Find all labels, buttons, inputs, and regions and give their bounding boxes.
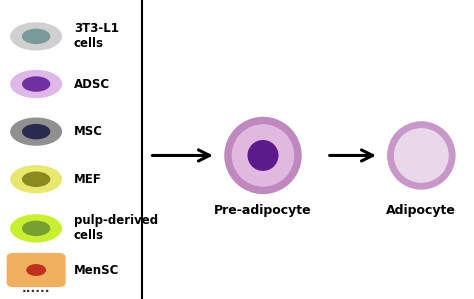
Ellipse shape [22, 172, 50, 187]
Ellipse shape [232, 124, 294, 187]
Ellipse shape [10, 70, 62, 98]
Text: 3T3-L1
cells: 3T3-L1 cells [74, 22, 119, 51]
Text: Pre-adipocyte: Pre-adipocyte [214, 204, 312, 217]
Ellipse shape [10, 22, 62, 51]
Text: pulp-derived
cells: pulp-derived cells [74, 214, 158, 242]
Ellipse shape [10, 165, 62, 193]
Ellipse shape [22, 221, 50, 236]
Ellipse shape [10, 214, 62, 242]
Ellipse shape [387, 121, 456, 190]
Text: Adipocyte: Adipocyte [386, 204, 456, 217]
Text: MEF: MEF [74, 173, 102, 186]
Ellipse shape [224, 117, 302, 194]
Ellipse shape [22, 29, 50, 44]
Ellipse shape [394, 128, 449, 183]
Text: ......: ...... [22, 282, 50, 295]
Text: MenSC: MenSC [74, 263, 119, 277]
Ellipse shape [22, 124, 50, 139]
Ellipse shape [247, 140, 279, 171]
FancyBboxPatch shape [7, 253, 66, 287]
Ellipse shape [10, 118, 62, 146]
Text: MSC: MSC [74, 125, 103, 138]
Ellipse shape [26, 264, 46, 276]
Ellipse shape [22, 76, 50, 92]
Text: ADSC: ADSC [74, 77, 110, 91]
